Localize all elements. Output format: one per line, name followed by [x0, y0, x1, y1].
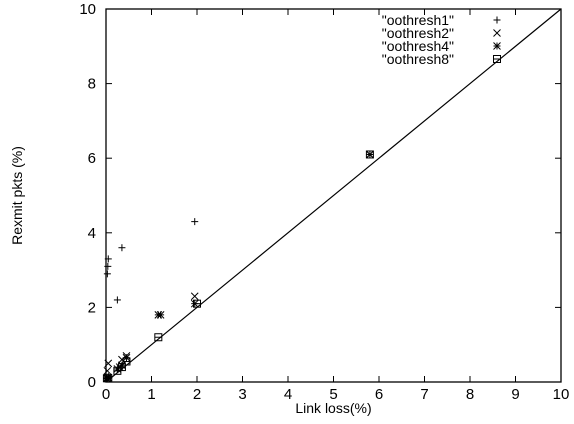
series-3-points [103, 150, 374, 383]
y-tick-labels: 0 2 4 6 8 10 [79, 1, 96, 391]
y-tick-label: 0 [88, 374, 96, 391]
data-point [193, 299, 201, 308]
y-tick-label: 4 [88, 225, 96, 242]
series-1-points [103, 218, 199, 382]
reference-diagonal-line [105, 8, 562, 383]
x-tick-label: 2 [193, 386, 201, 403]
x-tick-labels: 0 1 2 3 4 5 6 7 8 9 10 [102, 386, 570, 403]
legend-marker [493, 55, 501, 63]
series-4-points [102, 150, 374, 383]
data-point [154, 311, 163, 319]
data-point [113, 296, 121, 304]
legend: "oothresh1""oothresh2""oothresh4""oothre… [382, 12, 501, 67]
x-axis-label: Link loss(%) [295, 400, 371, 416]
x-tick-label: 8 [466, 386, 474, 403]
data-point [365, 150, 374, 159]
data-point [118, 244, 126, 252]
x-tick-label: 4 [284, 386, 292, 403]
legend-label: "oothresh1" [382, 12, 454, 28]
y-tick-label: 6 [88, 150, 96, 167]
x-tick-label: 5 [329, 386, 337, 403]
y-tick-label: 10 [79, 1, 96, 18]
data-point [117, 363, 126, 372]
data-point [190, 292, 199, 301]
data-point [104, 255, 112, 263]
data-point [104, 262, 112, 270]
x-tick-label: 0 [102, 386, 110, 403]
data-point [103, 366, 112, 375]
x-tick-label: 1 [147, 386, 155, 403]
data-point [154, 333, 163, 342]
x-tick-label: 9 [511, 386, 519, 403]
data-point [191, 218, 199, 226]
data-points [102, 150, 374, 383]
legend-marker [493, 16, 501, 24]
legend-label: "oothresh4" [382, 38, 454, 54]
legend-marker [493, 42, 501, 50]
legend-label: "oothresh8" [382, 51, 454, 67]
axis-ticks [105, 8, 562, 383]
data-point [103, 270, 111, 278]
legend-marker [493, 29, 501, 37]
x-tick-label: 7 [420, 386, 428, 403]
reference-line-group [105, 8, 562, 383]
data-point [104, 359, 113, 368]
data-point [113, 365, 122, 373]
y-axis-label: Rexmit pkts (%) [9, 146, 25, 245]
legend-label: "oothresh2" [382, 25, 454, 41]
y-tick-label: 8 [88, 76, 96, 93]
data-point [122, 357, 131, 366]
x-tick-label: 6 [375, 386, 383, 403]
y-tick-label: 2 [88, 299, 96, 316]
data-point [104, 374, 113, 383]
series-2-points [103, 150, 374, 383]
x-tick-label: 10 [553, 386, 570, 403]
x-tick-label: 3 [238, 386, 246, 403]
